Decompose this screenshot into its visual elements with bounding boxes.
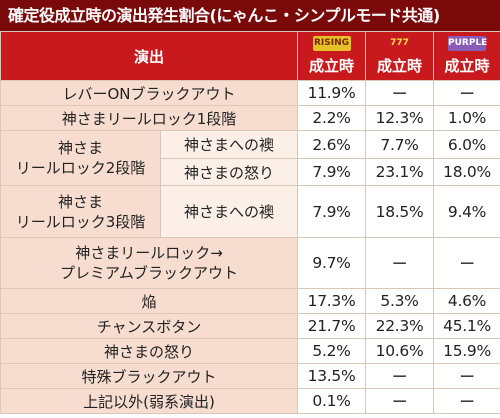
cell-col-3: ー (433, 363, 500, 389)
header-col-3: PURPLE 成立時 (433, 31, 500, 81)
cell-col-2: 10.6% (365, 338, 435, 364)
row-sub-label: 神さまへの襖 (159, 130, 299, 159)
cell-col-3: 1.0% (433, 105, 500, 131)
table-row: 神さまリールロック→ プレミアムブラックアウト 9.7% ー ー (0, 237, 500, 289)
table-row: 神さまの怒り 7.9% 23.1% 18.0% (1, 158, 500, 186)
cell-col-2: 18.5% (365, 185, 435, 238)
cell-col-1: 5.2% (297, 338, 367, 364)
cell-col-1: 11.9% (297, 80, 367, 106)
header-effect: 演出 (0, 31, 299, 81)
cell-col-2: ー (365, 237, 435, 289)
cell-col-1: 9.7% (297, 237, 367, 289)
cell-col-2: 22.3% (365, 313, 435, 339)
cell-col-2: ー (365, 363, 435, 389)
row-label: レバーONブラックアウト (0, 80, 299, 106)
header-col-3-label: 成立時 (444, 57, 490, 75)
group-label-stage3: 神さま リールロック3段階 (0, 185, 161, 238)
cell-col-3: 15.9% (433, 338, 500, 364)
row-label: 神さまリールロック→ プレミアムブラックアウト (0, 237, 299, 289)
cell-col-3: 6.0% (433, 130, 500, 159)
header-col-1: RISING 成立時 (297, 31, 367, 81)
cell-col-1: 13.5% (297, 363, 367, 389)
table-row: レバーONブラックアウト 11.9% ー ー (0, 80, 500, 106)
cell-col-3: 4.6% (433, 288, 500, 314)
table-row: 特殊ブラックアウト 13.5% ー ー (0, 363, 500, 389)
row-label: チャンスボタン (0, 313, 299, 339)
header-col-2-label: 成立時 (377, 57, 423, 75)
row-label: 神さまリールロック1段階 (0, 105, 299, 131)
table-row: 神さま リールロック2段階 神さまへの襖 2.6% 7.7% 6.0% (0, 130, 500, 186)
cell-col-1: 0.1% (297, 388, 367, 414)
effect-rate-table: 演出 RISING 成立時 777 成立時 PURPLE 成立時 レバーONブラ… (0, 31, 500, 414)
table-row: 上記以外(弱系演出) 0.1% ー ー (0, 388, 500, 414)
cell-col-2: 7.7% (365, 130, 435, 159)
cell-col-1: 2.6% (297, 130, 367, 159)
cell-col-1: 2.2% (297, 105, 367, 131)
cell-col-1: 7.9% (297, 185, 367, 238)
purple-logo-icon: PURPLE (448, 36, 487, 51)
rising-logo-icon: RISING (312, 36, 351, 51)
cell-col-2: 5.3% (365, 288, 435, 314)
table-row: 焔 17.3% 5.3% 4.6% (0, 288, 500, 314)
cell-col-3: 9.4% (433, 185, 500, 238)
row-label: 神さまの怒り (0, 338, 299, 364)
page-title: 確定役成立時の演出発生割合(にゃんこ・シンプルモード共通) (0, 0, 500, 31)
cell-col-3: ー (433, 80, 500, 106)
header-col-1-label: 成立時 (309, 57, 355, 75)
table-row: 神さま リールロック3段階 神さまへの襖 7.9% 18.5% 9.4% (0, 185, 500, 238)
cell-col-1: 7.9% (297, 158, 367, 186)
cell-col-2: ー (365, 80, 435, 106)
row-sub-label: 神さまの怒り (159, 158, 299, 186)
header-col-2: 777 成立時 (365, 31, 435, 81)
cell-col-2: 12.3% (365, 105, 435, 131)
cell-col-3: 18.0% (433, 158, 500, 186)
table-row: 神さまリールロック1段階 2.2% 12.3% 1.0% (0, 105, 500, 131)
cell-col-3: ー (433, 237, 500, 289)
row-label: 上記以外(弱系演出) (0, 388, 299, 414)
table-row: チャンスボタン 21.7% 22.3% 45.1% (0, 313, 500, 339)
cell-col-3: 45.1% (433, 313, 500, 339)
table-header-row: 演出 RISING 成立時 777 成立時 PURPLE 成立時 (0, 31, 500, 81)
cell-col-1: 17.3% (297, 288, 367, 314)
row-label: 焔 (0, 288, 299, 314)
cell-col-3: ー (433, 388, 500, 414)
seven-logo-icon: 777 (380, 36, 419, 51)
cell-col-1: 21.7% (297, 313, 367, 339)
cell-col-2: 23.1% (365, 158, 435, 186)
table-row: 神さまの怒り 5.2% 10.6% 15.9% (0, 338, 500, 364)
cell-col-2: ー (365, 388, 435, 414)
row-label: 特殊ブラックアウト (0, 363, 299, 389)
group-label-stage2: 神さま リールロック2段階 (0, 130, 161, 186)
row-sub-label: 神さまへの襖 (159, 185, 299, 238)
